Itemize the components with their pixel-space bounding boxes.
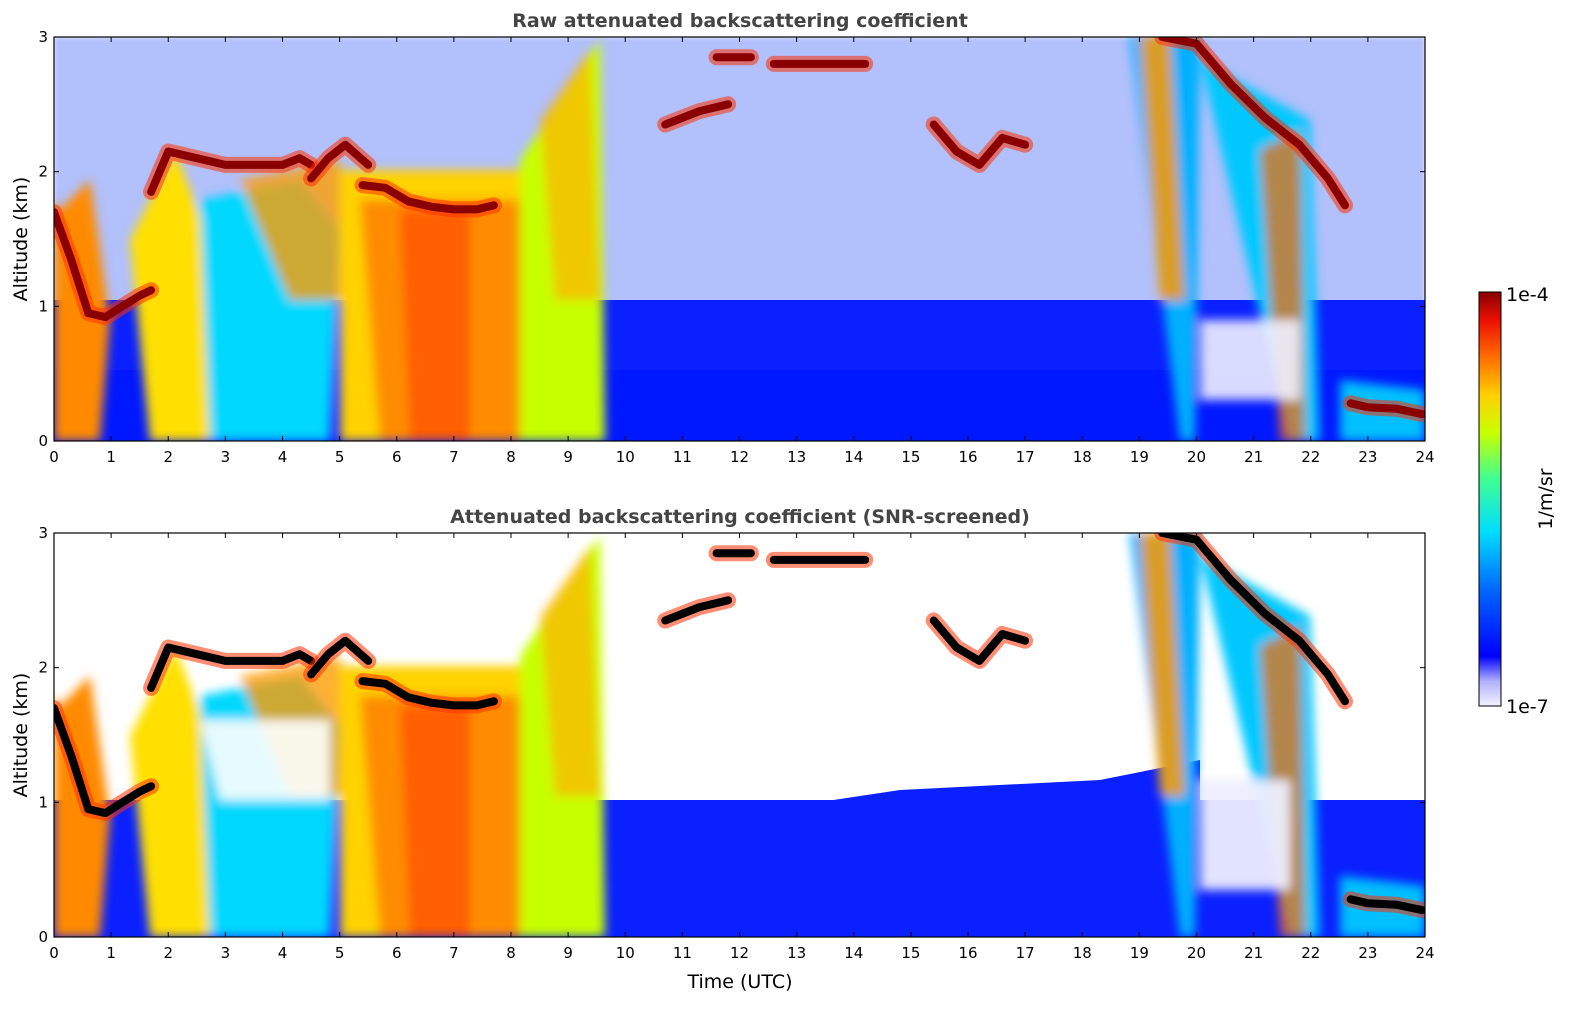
panel-screened-title: Attenuated backscattering coefficient (S… [450, 506, 1030, 528]
x-tick-label: 14 [844, 944, 863, 962]
x-tick-label: 6 [392, 944, 402, 962]
x-tick-label: 1 [106, 944, 116, 962]
x-tick-label: 1 [106, 448, 116, 466]
panel-raw: Raw attenuated backscattering coefficien… [10, 10, 1435, 466]
raw-y-axis-label: Altitude (km) [10, 177, 32, 302]
screened-cloud-layers [54, 533, 1425, 919]
x-tick-label: 8 [506, 944, 516, 962]
x-tick-label: 2 [163, 448, 173, 466]
x-tick-label: 20 [1187, 448, 1206, 466]
x-tick-label: 24 [1415, 944, 1434, 962]
x-tick-label: 11 [673, 944, 692, 962]
x-tick-label: 0 [49, 448, 59, 466]
x-tick-label: 22 [1301, 448, 1320, 466]
cloud-layer [1346, 399, 1425, 419]
x-tick-label: 10 [616, 944, 635, 962]
cloud-layer [1158, 533, 1349, 706]
raw-heatmap-plot [54, 37, 1425, 441]
x-tick-label: 16 [958, 944, 977, 962]
x-tick-label: 9 [563, 448, 573, 466]
cloud-layer [307, 636, 373, 679]
x-tick-label: 19 [1130, 448, 1149, 466]
x-tick-label: 4 [278, 448, 288, 466]
screened-x-axis: 0 1 2 3 4 5 6 7 8 9 10 11 12 13 14 15 16 17 18 19 20 21 22 23 24 [49, 533, 1435, 962]
x-tick-label: 2 [163, 944, 173, 962]
colorbar-min-label: 1e-7 [1506, 696, 1549, 718]
x-tick-label: 18 [1073, 448, 1092, 466]
y-tick-label: 3 [38, 28, 48, 46]
y-tick-label: 0 [38, 432, 48, 450]
x-tick-label: 17 [1016, 944, 1035, 962]
panel-raw-title: Raw attenuated backscattering coefficien… [512, 10, 968, 32]
x-tick-label: 18 [1073, 944, 1092, 962]
cloud-layer [661, 596, 733, 625]
cloud-layer [307, 140, 373, 183]
x-tick-label: 19 [1130, 944, 1149, 962]
colorbar-gradient [1478, 291, 1502, 707]
x-tick-label: 17 [1016, 448, 1035, 466]
x-tick-label: 6 [392, 448, 402, 466]
y-tick-label: 2 [38, 163, 48, 181]
x-tick-label: 3 [221, 448, 231, 466]
x-tick-label: 23 [1358, 944, 1377, 962]
x-tick-label: 4 [278, 944, 288, 962]
y-tick-label: 1 [38, 793, 48, 811]
screened-heatmap-plot [54, 533, 1425, 937]
screened-aerosol-plumes [54, 533, 1425, 937]
cloud-layer [661, 100, 733, 129]
x-tick-label: 13 [787, 944, 806, 962]
x-tick-label: 20 [1187, 944, 1206, 962]
cloud-layer [1158, 37, 1349, 210]
x-tick-label: 15 [901, 448, 920, 466]
cloud-layer [358, 677, 498, 710]
x-tick-label: 22 [1301, 944, 1320, 962]
x-tick-label: 8 [506, 448, 516, 466]
y-tick-label: 2 [38, 659, 48, 677]
x-tick-label: 7 [449, 944, 459, 962]
x-axis-label: Time (UTC) [686, 971, 792, 993]
x-tick-label: 0 [49, 944, 59, 962]
x-tick-label: 5 [335, 944, 345, 962]
x-tick-label: 21 [1244, 944, 1263, 962]
cloud-layer [147, 643, 316, 692]
y-tick-label: 3 [38, 524, 48, 542]
x-tick-label: 16 [958, 448, 977, 466]
x-tick-label: 3 [221, 944, 231, 962]
screened-y-axis: 0 1 2 3 [38, 524, 1425, 946]
x-tick-label: 9 [563, 944, 573, 962]
cloud-layer [929, 616, 1030, 665]
cloud-layer [54, 704, 156, 818]
x-tick-label: 23 [1358, 448, 1377, 466]
y-tick-label: 0 [38, 928, 48, 946]
x-tick-label: 10 [616, 448, 635, 466]
colorbar-unit-label: 1/m/sr [1535, 468, 1557, 529]
x-tick-label: 21 [1244, 448, 1263, 466]
x-tick-label: 24 [1415, 448, 1434, 466]
raw-cloud-layers [54, 37, 1425, 423]
x-tick-label: 12 [730, 448, 749, 466]
screened-y-axis-label: Altitude (km) [10, 673, 32, 798]
x-tick-label: 14 [844, 448, 863, 466]
cloud-layer [358, 181, 498, 214]
y-tick-label: 1 [38, 297, 48, 315]
colorbar-max-label: 1e-4 [1506, 284, 1549, 306]
cloud-layer [147, 147, 316, 196]
panel-screened: Attenuated backscattering coefficient (S… [10, 506, 1435, 993]
x-tick-label: 11 [673, 448, 692, 466]
cloud-layer [54, 208, 156, 322]
x-tick-label: 13 [787, 448, 806, 466]
raw-x-axis: 0 1 2 3 4 5 6 7 8 9 10 11 12 13 14 15 16 17 18 19 20 21 22 23 24 [49, 37, 1435, 466]
cloud-layer [929, 120, 1030, 169]
x-tick-label: 12 [730, 944, 749, 962]
x-tick-label: 5 [335, 448, 345, 466]
cloud-layer [1346, 895, 1425, 915]
x-tick-label: 7 [449, 448, 459, 466]
colorbar: 1e-4 1e-7 1/m/sr [1478, 284, 1557, 718]
x-tick-label: 15 [901, 944, 920, 962]
raw-y-axis: 0 1 2 3 [38, 28, 1425, 450]
